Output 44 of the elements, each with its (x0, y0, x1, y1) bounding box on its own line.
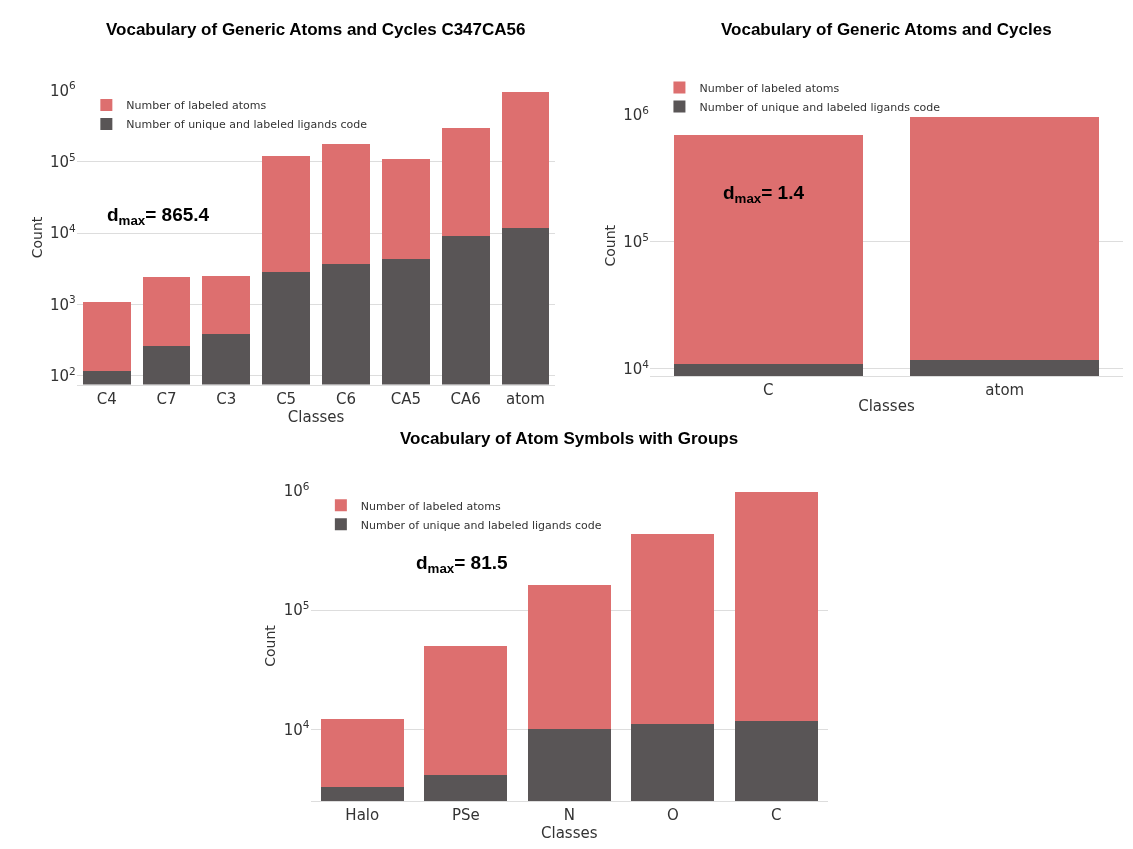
x-tick-label: CA6 (450, 389, 481, 408)
x-axis-title: Classes (541, 824, 598, 843)
y-axis-title: Count (262, 624, 279, 667)
chart-title: Vocabulary of Generic Atoms and Cycles (721, 20, 1052, 39)
legend-label: Number of labeled atoms (360, 499, 501, 513)
x-tick-label: C (762, 381, 774, 400)
x-tick-label: C5 (276, 389, 297, 408)
x-tick-label: C6 (335, 389, 357, 408)
x-tick-label: C7 (156, 389, 177, 408)
legend-label: Number of unique and labeled ligands code (126, 118, 368, 132)
y-tick-label: 10$^{6}$ (283, 479, 310, 501)
y-tick-label: 10$^{6}$ (50, 79, 77, 100)
y-axis-title: Count (601, 224, 618, 267)
y-tick-label: 10$^{2}$ (50, 364, 76, 385)
y-tick-label: 10$^{4}$ (50, 222, 77, 243)
x-tick-label: N (563, 806, 575, 825)
y-tick-label: 10$^{6}$ (623, 103, 650, 125)
y-tick-label: 10$^{5}$ (283, 599, 310, 620)
y-tick-label: 10$^{4}$ (623, 357, 650, 378)
annotation: d$_{max}$= 1.4 (723, 182, 805, 206)
x-tick-label: C (771, 806, 782, 825)
x-tick-label: CA5 (390, 389, 421, 408)
x-axis-title: Classes (858, 397, 915, 416)
x-tick-label: PSe (451, 806, 480, 825)
y-tick-label: 10$^{4}$ (283, 718, 310, 739)
x-tick-label: O (666, 806, 679, 825)
annotation: d$_{max}$= 81.5 (416, 552, 509, 576)
x-tick-label: Halo (345, 806, 380, 825)
legend-label: Number of unique and labeled ligands code (699, 100, 941, 114)
annotation: d$_{max}$= 865.4 (107, 204, 210, 228)
y-tick-label: 10$^{5}$ (623, 230, 649, 252)
x-tick-label: C3 (216, 389, 237, 408)
x-tick-label: atom (506, 389, 545, 408)
legend-label: Number of unique and labeled ligands code (360, 518, 602, 532)
x-tick-label: atom (985, 381, 1025, 400)
x-tick-label: C4 (96, 389, 117, 408)
y-axis-title: Count (28, 216, 45, 259)
chart-title: Vocabulary of Generic Atoms and Cycles C347CA56 (106, 20, 526, 39)
legend-label: Number of labeled atoms (699, 81, 840, 95)
chart-title: Vocabulary of Atom Symbols with Groups (400, 429, 739, 448)
x-axis-title: Classes (287, 407, 345, 426)
y-tick-label: 10$^{5}$ (50, 150, 76, 171)
legend-label: Number of labeled atoms (126, 99, 267, 113)
y-tick-label: 10$^{3}$ (50, 293, 76, 314)
